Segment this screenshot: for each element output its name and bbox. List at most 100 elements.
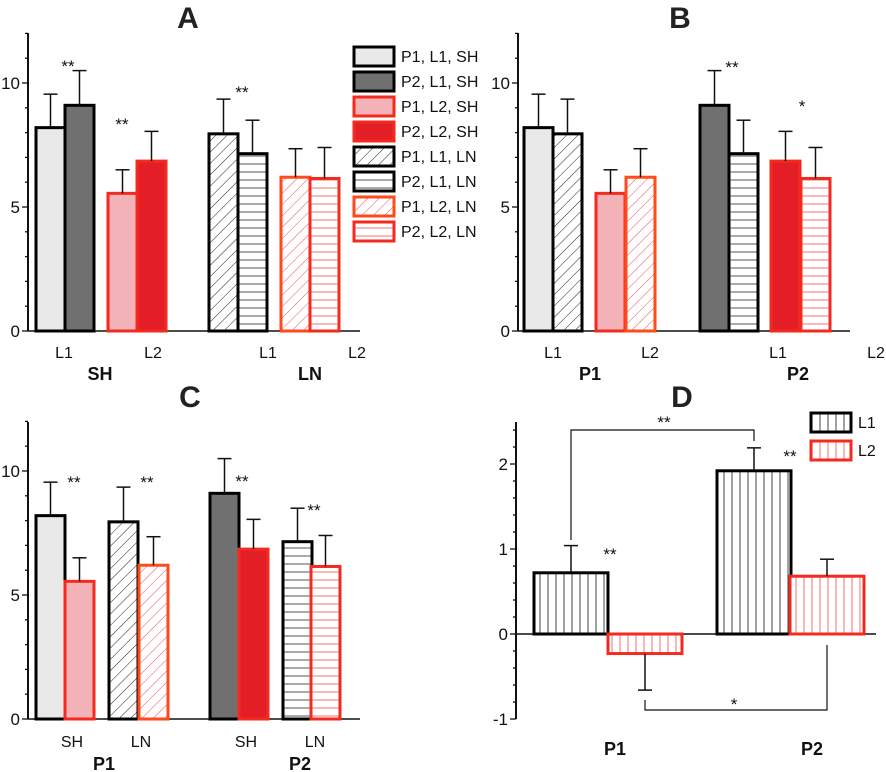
panel-title: B (669, 2, 691, 35)
significance-bracket (644, 645, 828, 711)
significance-marker: * (799, 97, 806, 116)
significance-marker: ** (603, 545, 617, 564)
y-tick-label: 5 (11, 586, 20, 605)
bar-l2 (788, 574, 866, 636)
bar-l2 (606, 632, 684, 656)
y-tick-label: 10 (491, 74, 510, 93)
bar-p1l1sh (522, 126, 555, 333)
significance-marker: ** (115, 115, 129, 134)
legend-label: P2, L2, LN (401, 224, 477, 241)
legend-label: P1, L1, LN (401, 149, 477, 166)
bar-p2l1sh (208, 491, 241, 721)
significance-marker: ** (61, 57, 75, 76)
legend-swatch (352, 120, 396, 143)
bar-p1l1sh (34, 126, 67, 333)
significance-marker: ** (67, 473, 81, 492)
bar-p2l2sh (237, 547, 270, 721)
legend-label: P1, L2, SH (401, 99, 478, 116)
legend-label: P1, L2, LN (401, 199, 477, 216)
legend-swatch (352, 220, 396, 243)
y-tick-label: 0 (11, 322, 20, 341)
legend: P1, L1, SH P2, L1, SH P1, L2, SH P2, L2, SH… (352, 45, 478, 243)
x-group-label: LN (298, 364, 322, 384)
legend-label: P2, L1, SH (401, 74, 478, 91)
x-group-label: P2 (289, 754, 311, 772)
x-group-label: P2 (787, 364, 809, 384)
bar-l1 (532, 571, 610, 636)
significance-marker: ** (140, 473, 154, 492)
x-tick-label: L1 (55, 345, 73, 362)
bar-p2l1ln (236, 152, 269, 333)
x-group-label: P1 (604, 739, 626, 759)
significance-bracket (570, 429, 755, 540)
panel-c: C 0 5 10 SH LN SH LN P1 P2 ** ** ** ** (1, 381, 360, 772)
y-tick-label: 10 (1, 74, 20, 93)
panel-title: D (671, 381, 693, 414)
bracket-marker: ** (657, 413, 671, 432)
bar-p2l2ln (799, 176, 832, 333)
significance-marker: ** (235, 83, 249, 102)
y-tick-label: 10 (1, 462, 20, 481)
bar-p2l2sh (769, 159, 802, 333)
x-group-label: P2 (801, 739, 823, 759)
bar-p2l2ln (308, 176, 341, 333)
bar-p1l1ln (107, 520, 140, 721)
bar-p1l1ln (551, 132, 584, 333)
x-group-label: P1 (93, 754, 115, 772)
legend-label: L1 (858, 415, 876, 432)
y-tick-label: 5 (11, 198, 20, 217)
x-group-label: SH (87, 364, 112, 384)
legend-label: P2, L1, LN (401, 174, 477, 191)
significance-marker: ** (725, 58, 739, 77)
y-tick-label: 1 (499, 540, 508, 559)
bar-p2l2ln (309, 564, 342, 721)
y-tick-label: 2 (499, 455, 508, 474)
x-tick-label: SH (61, 734, 83, 751)
y-tick-label: 0 (11, 710, 20, 729)
y-tick-label: 0 (499, 625, 508, 644)
legend-swatch (352, 95, 396, 118)
legend-swatch (352, 195, 396, 218)
panel-title: A (177, 2, 199, 35)
bar-l1 (715, 469, 793, 636)
bar-p1l2ln (137, 563, 170, 721)
bar-p2l1ln (727, 152, 760, 333)
significance-marker: ** (783, 447, 797, 466)
bracket-marker: * (731, 695, 738, 714)
x-tick-label: SH (235, 734, 257, 751)
bar-p1l2sh (594, 191, 627, 333)
x-tick-label: LN (305, 734, 325, 751)
bar-p1l2ln (279, 175, 312, 333)
bar-p2l1sh (698, 103, 731, 333)
bar-p1l2sh (63, 579, 96, 721)
legend-swatch (352, 70, 396, 93)
x-tick-label: L2 (867, 345, 885, 362)
legend-swatch (809, 439, 853, 462)
x-tick-label: LN (131, 734, 151, 751)
panel-title: C (179, 381, 201, 414)
x-tick-label: L1 (769, 345, 787, 362)
bar-p2l1ln (281, 540, 314, 721)
x-tick-label: L1 (544, 345, 562, 362)
significance-marker: ** (235, 472, 249, 491)
x-tick-label: L2 (641, 345, 659, 362)
x-tick-label: L1 (259, 345, 277, 362)
legend-swatch (352, 170, 396, 193)
legend-label: P2, L2, SH (401, 124, 478, 141)
significance-marker: ** (307, 501, 321, 520)
legend-swatch (352, 45, 396, 68)
legend-swatch (809, 411, 853, 434)
y-tick-label: 5 (501, 198, 510, 217)
legend: L1 L2 (809, 411, 876, 462)
legend-label: P1, L1, SH (401, 49, 478, 66)
y-tick-label: -1 (493, 710, 508, 729)
x-group-label: P1 (579, 364, 601, 384)
legend-swatch (352, 145, 396, 168)
bar-p1l1sh (34, 514, 67, 721)
panel-a: A 0 5 10 L1 L2 L1 L2 SH LN ** ** ** P1, L1, SH P2, L1,… (1, 2, 478, 384)
bar-p1l2sh (106, 191, 139, 333)
bar-p2l2sh (135, 159, 168, 333)
